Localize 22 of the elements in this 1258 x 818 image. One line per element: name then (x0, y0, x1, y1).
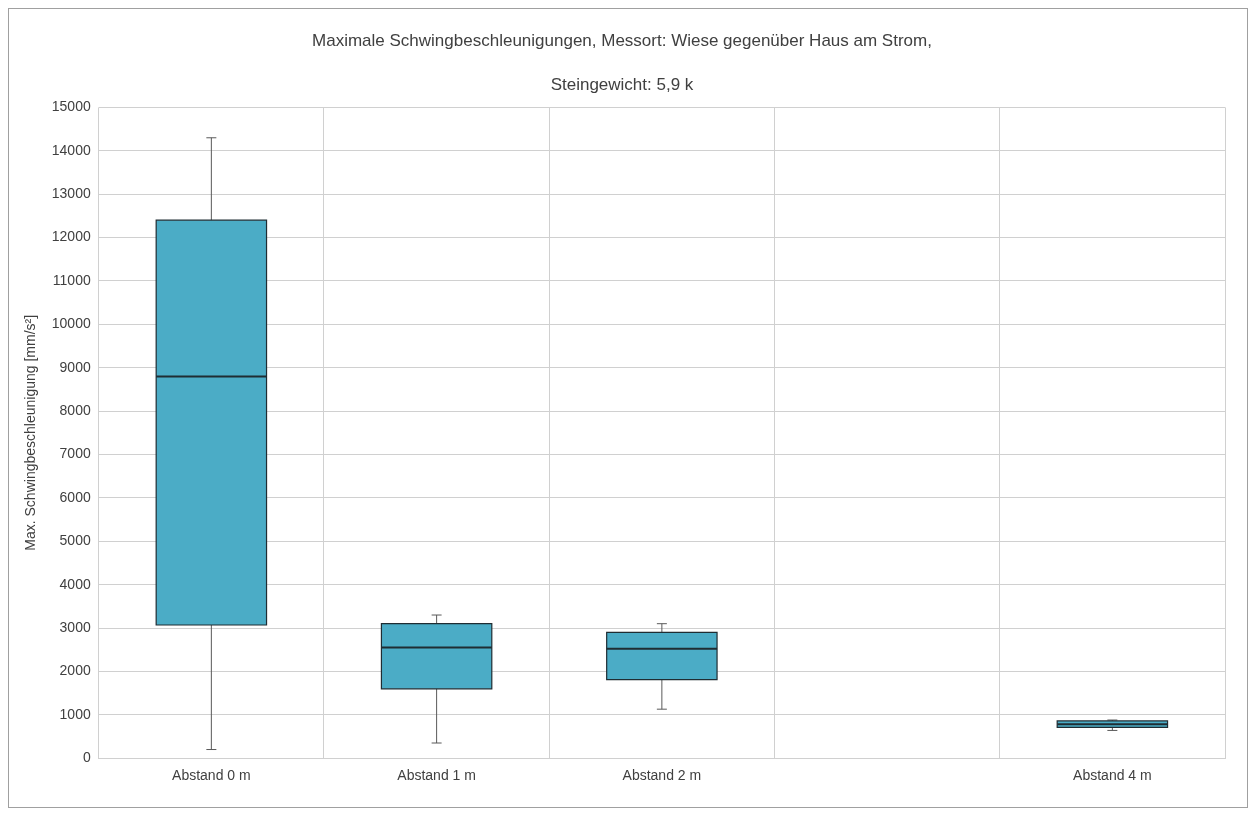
y-tick-label: 15000 (51, 98, 91, 115)
y-tick-label: 1000 (59, 705, 91, 722)
y-tick-label: 0 (82, 749, 91, 766)
y-tick-label: 11000 (52, 271, 91, 288)
x-tick-label: Abstand 4 m (1073, 767, 1152, 784)
y-tick-label: 4000 (59, 575, 91, 592)
y-tick-label: 3000 (59, 618, 91, 635)
y-tick-label: 9000 (59, 358, 91, 375)
y-tick-label: 13000 (51, 185, 91, 202)
y-axis-title: Max. Schwingbeschleunigung [mm/s²] (22, 314, 39, 551)
y-tick-label: 8000 (59, 401, 91, 418)
x-tick-label: Abstand 1 m (397, 767, 476, 784)
x-tick-label: Abstand 0 m (172, 767, 251, 784)
x-tick-label: Abstand 2 m (622, 767, 702, 784)
y-tick-label: 5000 (59, 532, 91, 549)
y-tick-label: 10000 (51, 315, 91, 332)
y-tick-label: 2000 (59, 662, 91, 679)
y-tick-label: 7000 (59, 445, 91, 462)
chart-title: Maximale Schwingbeschleunigungen, Messort: Wiese gegenüber Haus am Strom, Steingewicht: 5,9 k (312, 30, 932, 94)
y-tick-label: 14000 (51, 141, 91, 158)
y-tick-label: 6000 (59, 488, 91, 505)
y-tick-label: 12000 (51, 228, 91, 245)
